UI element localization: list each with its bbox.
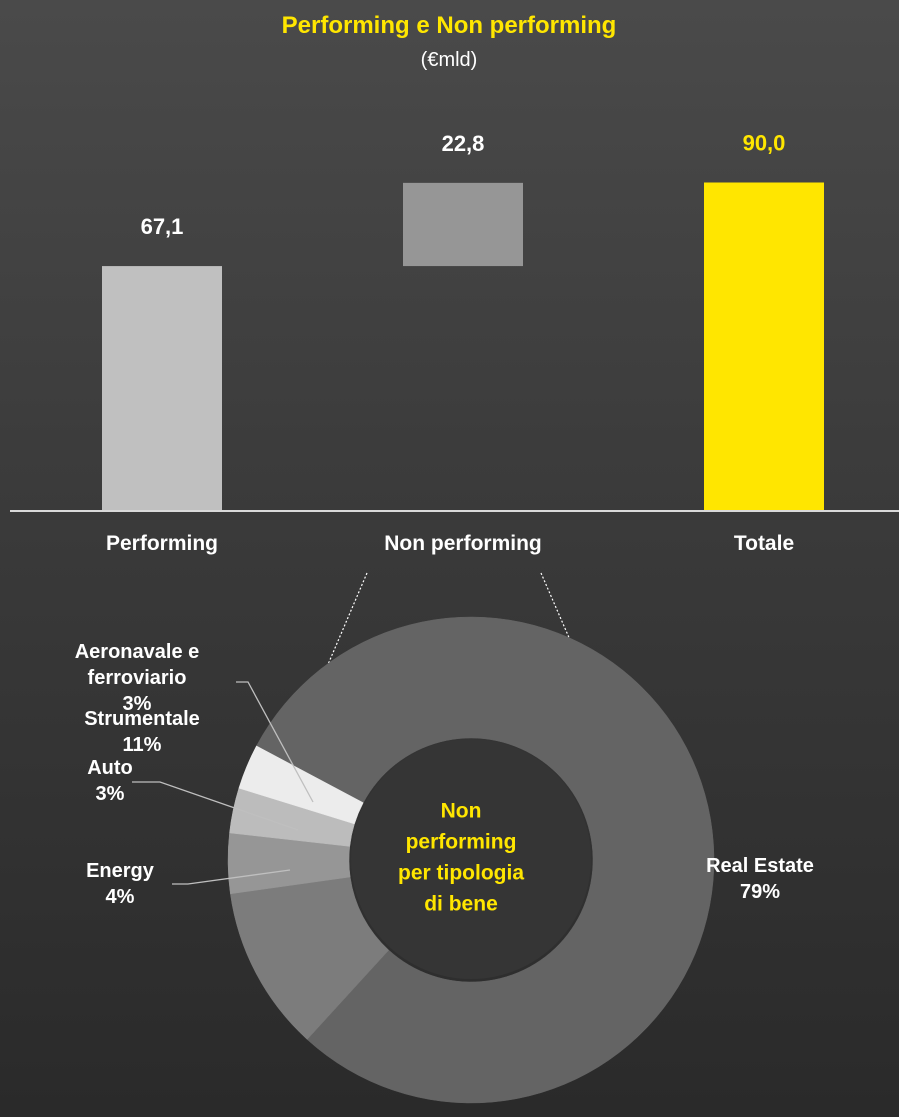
- slice-pct-aeronavale-e-ferroviario: 3%: [123, 693, 152, 715]
- x-tick-label-performing: Performing: [106, 532, 218, 555]
- leader-line-energy: [172, 869, 291, 885]
- slice-pct-auto: 3%: [96, 783, 125, 805]
- bar-totale: [704, 182, 824, 511]
- donut-center-label: Non performing per tipologia di bene: [351, 739, 591, 979]
- x-tick-label-totale: Totale: [734, 532, 794, 555]
- chart-subtitle: (€mld): [421, 49, 478, 71]
- data-label-totale: 90,0: [743, 131, 786, 156]
- slice-real-estate: [256, 616, 715, 1104]
- data-label-non-performing: 22,8: [442, 131, 485, 156]
- slice-label-aeronavale-e-ferroviario-1: ferroviario: [88, 667, 187, 689]
- slice-label-strumentale: Strumentale: [84, 708, 200, 730]
- data-label-performing: 67,1: [141, 214, 184, 239]
- bar-non-performing: [403, 182, 523, 267]
- leader-line-auto: [132, 781, 299, 831]
- slice-aeronavale-e-ferroviario: [238, 745, 364, 825]
- slice-label-energy: Energy: [86, 860, 155, 882]
- center-label-line-4: di bene: [424, 893, 498, 916]
- x-tick-labels: Performing Non performing Totale: [106, 532, 794, 555]
- slice-pct-energy: 4%: [106, 886, 135, 908]
- x-tick-label-non-performing: Non performing: [384, 532, 542, 555]
- slice-labels: Real Estate 79% Strumentale 11% Energy 4% Auto…: [75, 641, 814, 908]
- donut-hole: [351, 739, 591, 979]
- donut-chart: [227, 616, 715, 1104]
- slice-label-real-estate: Real Estate: [706, 855, 814, 877]
- center-label-line-2: performing: [406, 831, 517, 854]
- bar-group: 67,1 22,8 90,0: [102, 131, 824, 511]
- chart-title: Performing e Non performing: [282, 12, 617, 39]
- leader-lines: [132, 681, 314, 885]
- center-label-line-3: per tipologia: [398, 862, 524, 885]
- slice-label-aeronavale-e-ferroviario: Aeronavale e: [75, 641, 200, 663]
- center-label-line-1: Non: [441, 800, 482, 823]
- slice-label-auto: Auto: [87, 757, 133, 779]
- bar-performing: [102, 266, 222, 511]
- slice-pct-strumentale: 11%: [123, 734, 162, 756]
- slice-pct-real-estate: 79%: [740, 881, 780, 903]
- leader-line-aeronavale: [236, 681, 314, 803]
